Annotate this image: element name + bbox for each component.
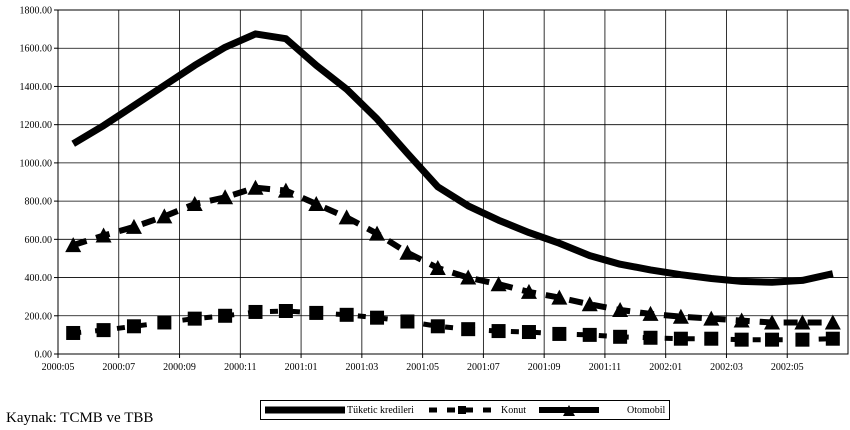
data-point [218,308,233,323]
data-point [551,289,568,305]
data-point [643,330,658,345]
x-tick-label: 2002:01 [649,362,682,373]
legend-label-series-3: Otomobil [627,404,666,416]
data-point [399,244,416,260]
data-point [247,179,264,195]
data-point [217,189,234,205]
data-point [460,269,477,285]
data-point [734,332,749,347]
series-3 [65,179,841,330]
x-tick-label: 2001:11 [589,362,621,373]
data-point [157,315,172,330]
data-point [65,237,82,253]
x-axis-ticks: 2000:05 2000:07 2000:09 2000:11 2001:01 2001:… [42,354,804,373]
data-point [491,324,506,339]
data-point [278,304,293,318]
plot-area [57,9,849,355]
y-tick-label: 400.00 [25,273,53,284]
data-point [126,319,141,334]
legend-swatch-square-dash [429,406,499,414]
data-point [369,225,386,241]
data-point [613,329,628,344]
y-tick-label: 1800.00 [20,6,53,17]
legend: Tüketic kredileri Konut Otomobil [260,400,670,420]
data-point [338,209,355,225]
data-point [642,305,659,321]
data-point [794,314,811,330]
data-point [187,311,202,326]
data-point [581,296,598,312]
series-group [65,30,841,347]
gridlines [58,9,848,355]
series-2 [66,304,840,347]
x-tick-label: 2001:01 [285,362,318,373]
legend-swatch-triangle-dash [539,405,599,416]
legend-swatch-solid [265,406,345,414]
y-axis-ticks: 0.00 200.00 400.00 600.00 800.00 1000.00 1200.… [20,6,58,361]
y-tick-label: 1400.00 [20,82,53,93]
x-tick-label: 2001:03 [345,362,378,373]
data-point [308,195,325,211]
x-tick-label: 2001:09 [528,362,561,373]
x-tick-label: 2000:05 [42,362,75,373]
data-point [704,331,719,346]
y-tick-label: 0.00 [35,350,53,361]
x-tick-label: 2000:11 [224,362,256,373]
data-point [582,327,597,342]
data-point [277,182,294,198]
x-tick-label: 2001:07 [467,362,500,373]
x-tick-label: 2002:03 [710,362,743,373]
line-chart: 0.00 200.00 400.00 600.00 800.00 1000.00 1200.… [20,6,849,373]
legend-label-series-2: Konut [501,404,526,416]
legend-item-series-1: Tüketic kredileri [265,401,414,419]
data-point [430,319,445,334]
legend-label-series-1: Tüketic kredileri [347,404,414,416]
data-point [825,331,840,346]
legend-item-series-3: Otomobil [539,401,665,419]
x-tick-label: 2000:09 [163,362,196,373]
data-point [672,308,689,324]
data-point [400,314,415,329]
data-point [795,332,810,347]
data-point [461,322,476,337]
series-1 [71,30,834,286]
data-point [429,260,446,275]
data-point [370,310,385,325]
data-point [186,195,203,211]
data-point [552,326,567,341]
data-point [612,302,629,318]
data-point [66,325,81,340]
data-point [703,310,720,326]
data-point [339,307,354,322]
data-point [764,314,781,330]
series-line [71,30,834,286]
source-note: Kaynak: TCMB ve TBB [6,410,154,426]
data-point [248,304,263,319]
x-tick-label: 2002:05 [771,362,804,373]
series-line [72,184,833,326]
data-point [673,331,688,346]
y-tick-label: 1000.00 [20,158,53,169]
data-point [733,312,750,328]
y-tick-label: 1200.00 [20,120,53,131]
data-point [156,208,173,224]
data-point [96,323,111,338]
x-tick-label: 2000:07 [102,362,135,373]
data-point [824,314,841,330]
data-point [765,332,780,347]
legend-item-series-2: Konut [429,401,526,419]
data-point [490,276,507,292]
series-line [72,308,833,343]
data-point [95,227,112,243]
data-point [309,305,324,320]
x-tick-label: 2001:05 [406,362,439,373]
y-tick-label: 1600.00 [20,44,53,55]
data-point [521,325,536,340]
y-tick-label: 600.00 [25,235,53,246]
data-point [125,218,142,234]
data-point [520,283,537,299]
y-tick-label: 200.00 [25,311,53,322]
y-tick-label: 800.00 [25,197,53,208]
